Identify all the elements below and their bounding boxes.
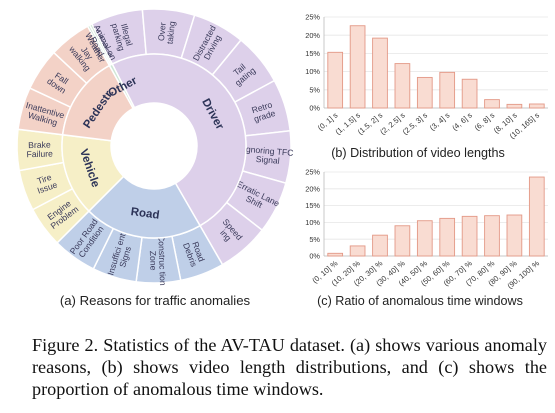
bar-20-30 (372, 234, 388, 257)
anomaly-ratio-histogram: 0%5%10%15%20%25%(0, 10] %(10, 20] %(20, … (305, 168, 548, 291)
y-tick-label: 25% (305, 168, 320, 177)
bar-3-4-s (439, 71, 456, 109)
reasons-sunburst: Illegalparking Overtaking DistractedDrivin… (16, 8, 294, 286)
panel-b-label: (b) Distribution of video lengths (331, 146, 505, 160)
pie-label-engine-problem: EngineProblem (43, 197, 80, 231)
y-tick-label: 10% (305, 218, 320, 227)
pie-label-ignoring-tfc-signal: Ignoring TFCSignal (242, 144, 293, 167)
pie-group-other (108, 63, 136, 110)
bar-0-10 (327, 252, 344, 257)
y-tick-label: 5% (309, 85, 320, 94)
bar-10-20 (349, 245, 366, 257)
video-length-histogram: 0%5%10%15%20%25%(0, 1] s(1, 1.5] s(1.5, … (305, 13, 548, 141)
pie-label-over-taking: Overtaking (156, 20, 177, 45)
bar-4-6-s (461, 78, 478, 109)
bar-1-1-5-s (349, 25, 366, 109)
figure-canvas: Illegalparking Overtaking DistractedDrivin… (16, 8, 548, 308)
y-tick-label: 25% (305, 13, 320, 22)
bar-80-90 (506, 214, 523, 257)
bar-0-1-s (327, 51, 344, 109)
y-tick-label: 15% (305, 201, 320, 210)
bar-8-10-s (506, 103, 523, 109)
bar-30-40 (394, 225, 411, 257)
y-tick-label: 5% (309, 235, 320, 244)
y-tick-label: 20% (305, 31, 320, 40)
bar-50-60 (439, 217, 456, 257)
x-tick-label: (3, 4] s (428, 111, 452, 133)
figure: Illegalparking Overtaking DistractedDrivin… (16, 8, 548, 308)
x-tick-label: (2.5, 3] s (401, 111, 430, 137)
bar-2-5-3-s (416, 76, 433, 109)
bar-90-100 (528, 176, 545, 257)
panel-c-label: (c) Ratio of anomalous time windows (317, 294, 523, 308)
bar-6-8-s (484, 99, 500, 109)
bar-2-2-5-s (394, 63, 411, 109)
figure-caption: Figure 2. Statistics of the AV-TAU datas… (32, 335, 547, 399)
bar-60-70 (461, 215, 478, 257)
panel-a-label: (a) Reasons for traffic anomalies (60, 293, 251, 308)
bar-40-50 (416, 220, 433, 257)
pie-group-label-road: Road (130, 206, 160, 222)
pie-label-road-debris: RoadDebris (181, 238, 208, 268)
pie-group-driver (111, 53, 247, 227)
bar-10-165-s (528, 103, 545, 109)
x-tick-label: (4, 6] s (450, 111, 474, 133)
y-tick-label: 0% (309, 252, 320, 261)
bar-70-80 (484, 215, 500, 257)
pie-label-construc-tion-zone: Construc tionZone (147, 235, 168, 286)
y-tick-label: 10% (305, 67, 320, 76)
pie-label-brake-failure: BrakeFailure (26, 139, 53, 159)
y-tick-label: 15% (305, 49, 320, 58)
y-tick-label: 0% (309, 104, 320, 113)
pie-group-road (87, 175, 202, 239)
bar-1-5-2-s (372, 37, 388, 109)
y-tick-label: 20% (305, 184, 320, 193)
